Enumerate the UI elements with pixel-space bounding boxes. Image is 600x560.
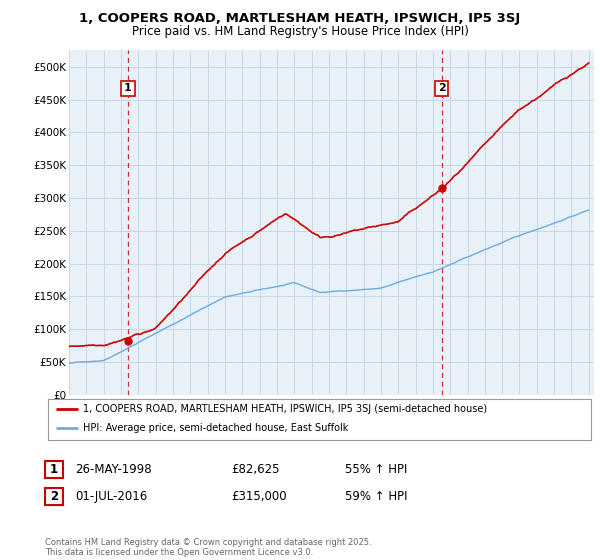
Text: 26-MAY-1998: 26-MAY-1998 [75,463,152,476]
Text: 01-JUL-2016: 01-JUL-2016 [75,489,147,503]
Text: £315,000: £315,000 [231,489,287,503]
Text: 1: 1 [124,83,132,94]
Text: 2: 2 [50,489,58,503]
Text: 1, COOPERS ROAD, MARTLESHAM HEATH, IPSWICH, IP5 3SJ: 1, COOPERS ROAD, MARTLESHAM HEATH, IPSWI… [79,12,521,25]
Text: 59% ↑ HPI: 59% ↑ HPI [345,489,407,503]
Text: £82,625: £82,625 [231,463,280,476]
Text: 1: 1 [50,463,58,476]
Text: 1, COOPERS ROAD, MARTLESHAM HEATH, IPSWICH, IP5 3SJ (semi-detached house): 1, COOPERS ROAD, MARTLESHAM HEATH, IPSWI… [83,404,487,414]
Text: Price paid vs. HM Land Registry's House Price Index (HPI): Price paid vs. HM Land Registry's House … [131,25,469,38]
Text: HPI: Average price, semi-detached house, East Suffolk: HPI: Average price, semi-detached house,… [83,423,349,433]
Text: 55% ↑ HPI: 55% ↑ HPI [345,463,407,476]
Text: 2: 2 [437,83,445,94]
Text: Contains HM Land Registry data © Crown copyright and database right 2025.
This d: Contains HM Land Registry data © Crown c… [45,538,371,557]
